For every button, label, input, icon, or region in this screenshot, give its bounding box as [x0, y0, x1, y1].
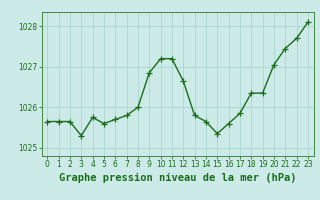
X-axis label: Graphe pression niveau de la mer (hPa): Graphe pression niveau de la mer (hPa)	[59, 173, 296, 183]
